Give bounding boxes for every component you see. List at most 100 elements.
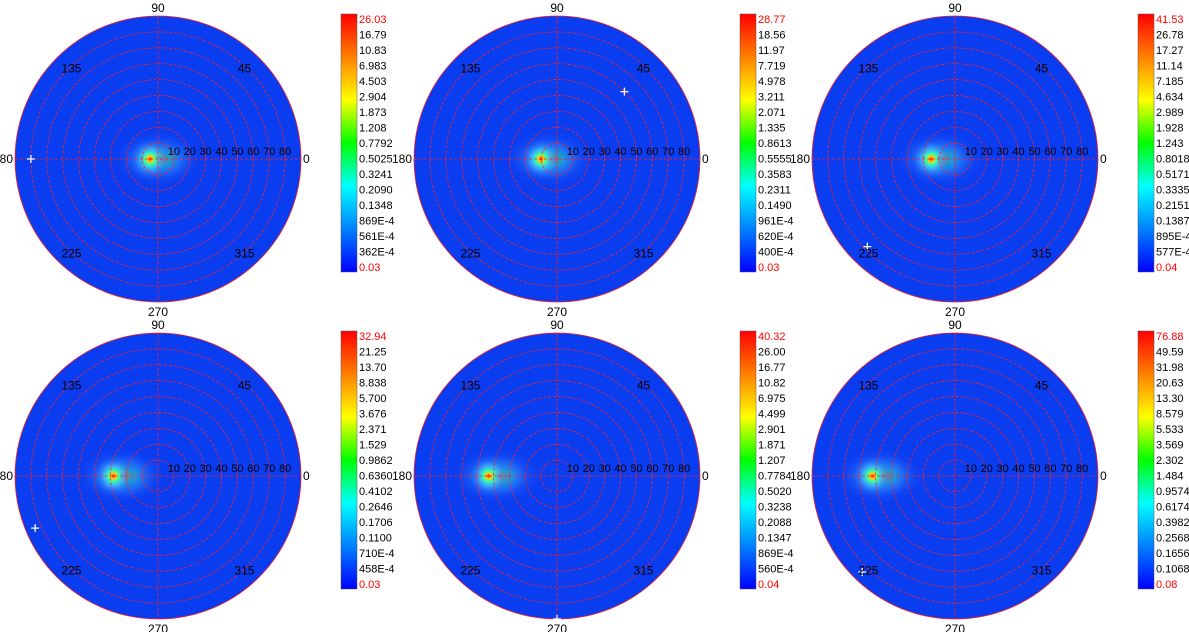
colorbar-tick-label: 0.3982 xyxy=(1156,517,1189,529)
colorbar-tick-label: 5.533 xyxy=(1156,424,1184,436)
colorbar-tick-label: 1.928 xyxy=(1156,123,1184,135)
radial-tick-label: 60 xyxy=(247,463,259,475)
radial-tick-label: 20 xyxy=(184,463,196,475)
radial-tick-label: 30 xyxy=(997,146,1009,158)
colorbar-tick-label: 4.499 xyxy=(758,409,786,421)
angle-label-180: 180 xyxy=(0,152,13,166)
colorbar-tick-label: 10.82 xyxy=(758,378,786,390)
colorbar-tick-label: 0.1387 xyxy=(1156,216,1189,228)
colorbar-tick-label: 0.3238 xyxy=(758,502,792,514)
colorbar-tick-label: 0.5555 xyxy=(758,154,792,166)
colorbar-tick-label: 13.70 xyxy=(359,362,387,374)
colorbar xyxy=(740,331,756,589)
colorbar-tick-label: 0.1656 xyxy=(1156,548,1189,560)
angle-label-315: 315 xyxy=(1032,247,1052,261)
angle-label-135: 135 xyxy=(61,61,81,75)
colorbar-max-label: 28.77 xyxy=(758,14,786,26)
colorbar-tick-label: 0.3241 xyxy=(359,169,393,181)
radial-tick-label: 70 xyxy=(263,463,275,475)
angle-label-0: 0 xyxy=(1100,152,1107,166)
radial-tick-label: 20 xyxy=(981,463,993,475)
colorbar-tick-label: 2.071 xyxy=(758,107,786,119)
polar-plot-3: 10 20 30 40 50 60 70 80 90 45 0 315 270 225 180 135 41.5… xyxy=(790,1,1189,319)
radial-tick-label: 60 xyxy=(1044,146,1056,158)
colorbar-min-label: 0.08 xyxy=(1156,579,1177,591)
colorbar-tick-label: 0.1490 xyxy=(758,200,792,212)
angle-label-180: 180 xyxy=(790,469,810,483)
colorbar-tick-label: 11.97 xyxy=(758,45,785,57)
colorbar-tick-label: 1.871 xyxy=(758,440,786,452)
angle-label-270: 270 xyxy=(547,305,567,319)
angle-label-0: 0 xyxy=(303,469,310,483)
colorbar-tick-label: 0.1348 xyxy=(359,200,393,212)
colorbar-min-label: 0.03 xyxy=(758,262,779,274)
radial-tick-label: 20 xyxy=(981,146,993,158)
radial-tick-label: 30 xyxy=(997,463,1009,475)
colorbar xyxy=(341,331,357,589)
colorbar-tick-label: 17.27 xyxy=(1156,45,1184,57)
colorbar-tick-label: 0.9862 xyxy=(359,455,393,467)
colorbar-tick-label: 1.484 xyxy=(1156,471,1184,483)
polar-plot-6: 10 20 30 40 50 60 70 80 90 45 0 315 270 225 180 135 76.8… xyxy=(790,318,1189,632)
radial-tick-label: 50 xyxy=(1028,146,1040,158)
radial-tick-label: 10 xyxy=(567,463,579,475)
colorbar-tick-label: 7.185 xyxy=(1156,76,1184,88)
radial-tick-label: 80 xyxy=(1076,146,1088,158)
colorbar-tick-label: 0.2568 xyxy=(1156,533,1189,545)
radial-tick-label: 20 xyxy=(583,463,595,475)
radial-tick-label: 20 xyxy=(583,146,595,158)
colorbar-tick-label: 895E-4 xyxy=(1156,231,1189,243)
colorbar-tick-label: 2.901 xyxy=(758,424,786,436)
radial-tick-label: 50 xyxy=(231,463,243,475)
radial-tick-label: 50 xyxy=(1028,463,1040,475)
radial-tick-label: 50 xyxy=(231,146,243,158)
angle-label-315: 315 xyxy=(1032,564,1052,578)
colorbar-max-label: 26.03 xyxy=(359,14,387,26)
colorbar-min-label: 0.03 xyxy=(359,262,380,274)
polar-plot-2: 10 20 30 40 50 60 70 80 90 45 0 315 270 225 180 135 28.7… xyxy=(392,1,794,319)
radial-tick-label: 80 xyxy=(279,463,291,475)
angle-label-0: 0 xyxy=(303,152,310,166)
angle-label-90: 90 xyxy=(151,318,165,332)
colorbar-max-label: 76.88 xyxy=(1156,331,1184,343)
colorbar-tick-label: 1.335 xyxy=(758,123,786,135)
colorbar-tick-label: 0.1068 xyxy=(1156,564,1189,576)
radial-tick-label: 60 xyxy=(1044,463,1056,475)
colorbar-tick-label: 0.3335 xyxy=(1156,185,1189,197)
colorbar-tick-label: 1.208 xyxy=(359,123,387,135)
radial-tick-label: 60 xyxy=(247,146,259,158)
colorbar-tick-label: 20.63 xyxy=(1156,378,1184,390)
colorbar-tick-label: 0.5171 xyxy=(1156,169,1189,181)
polar-plot-5: 10 20 30 40 50 60 70 809045031527022518013540.3… xyxy=(392,318,794,632)
colorbar-tick-label: 6.983 xyxy=(359,61,387,73)
colorbar-tick-label: 0.3583 xyxy=(758,169,792,181)
angle-label-45: 45 xyxy=(1035,378,1049,392)
colorbar-tick-label: 5.700 xyxy=(359,393,387,405)
colorbar-tick-label: 0.8018 xyxy=(1156,154,1189,166)
radial-tick-label: 10 xyxy=(567,146,579,158)
angle-label-225: 225 xyxy=(460,564,480,578)
colorbar-tick-label: 0.1706 xyxy=(359,517,393,529)
angle-label-180: 180 xyxy=(790,152,810,166)
colorbar-tick-label: 0.9574 xyxy=(1156,486,1189,498)
colorbar-tick-label: 1.243 xyxy=(1156,138,1184,150)
colorbar-tick-label: 1.207 xyxy=(758,455,786,467)
colorbar-tick-label: 31.98 xyxy=(1156,362,1184,374)
radial-tick-label: 40 xyxy=(614,146,626,158)
colorbar-min-label: 0.04 xyxy=(1156,262,1177,274)
radial-tick-label: 70 xyxy=(662,463,674,475)
colorbar-tick-label: 0.4102 xyxy=(359,486,393,498)
radial-tick-label: 10 xyxy=(965,463,977,475)
colorbar-tick-label: 2.989 xyxy=(1156,107,1184,119)
radial-tick-label: 60 xyxy=(646,463,658,475)
colorbar-tick-label: 458E-4 xyxy=(359,564,394,576)
angle-label-270: 270 xyxy=(148,305,168,319)
radial-tick-label: 70 xyxy=(662,146,674,158)
polar-plot-4: 10203040506070809045031527022518013532.9… xyxy=(0,318,394,632)
colorbar-tick-label: 710E-4 xyxy=(359,548,394,560)
radial-tick-label: 70 xyxy=(1060,463,1072,475)
colorbar-tick-label: 1.529 xyxy=(359,440,387,452)
hotspot xyxy=(92,454,136,498)
radial-tick-label: 40 xyxy=(614,463,626,475)
angle-label-0: 0 xyxy=(702,469,709,483)
